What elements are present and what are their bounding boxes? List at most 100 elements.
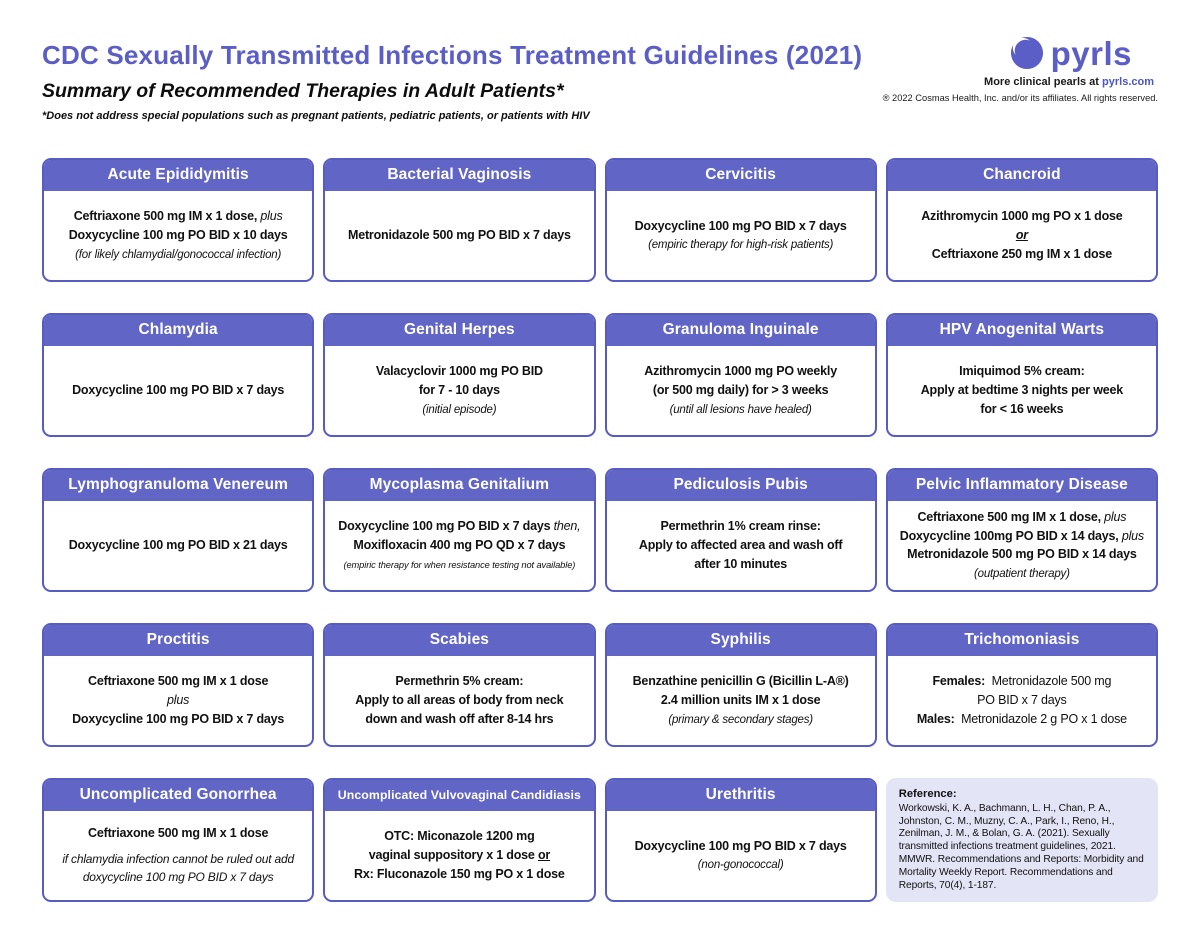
treatment-line: (until all lesions have healed) [670, 400, 812, 419]
treatment-line: Permethrin 5% cream: [395, 672, 523, 691]
card-hpv-anogenital-warts: HPV Anogenital Warts Imiquimod 5% cream:… [885, 313, 1158, 437]
treatment-line: Permethrin 1% cream rinse: [661, 517, 821, 536]
treatment-text: Ceftriaxone 500 mg IM x 1 dose, [73, 209, 258, 224]
card-lymphogranuloma-venereum: Lymphogranuloma Venereum Doxycycline 100… [42, 468, 315, 592]
treatment-line: after 10 minutes [694, 555, 787, 574]
treatment-text: down and wash off after 8-14 hrs [365, 711, 554, 726]
treatment-text: Rx: [354, 866, 374, 881]
treatment-line: Apply to all areas of body from neck [355, 691, 563, 710]
treatment-text: Valacyclovir 1000 mg PO BID [375, 364, 543, 379]
treatment-line: Doxycycline 100 mg PO BID x 10 days [69, 226, 288, 245]
card-title: Mycoplasma Genitalium [325, 470, 594, 501]
treatment-text: Apply to affected area and wash off [638, 538, 843, 553]
card-body: OTC: Miconazole 1200 mg vaginal supposito… [325, 811, 593, 900]
card-body: Azithromycin 1000 mg PO weekly (or 500 mg… [607, 346, 875, 435]
treatment-line: (non-gonococcal) [698, 855, 784, 874]
reference-label: Reference: [898, 788, 957, 800]
treatment-text: Permethrin 1% cream rinse: [660, 519, 821, 534]
card-title: Syphilis [606, 625, 875, 656]
treatment-text: Metronidazole 500 mg [985, 674, 1112, 689]
card-body: Permethrin 1% cream rinse: Apply to affec… [607, 501, 875, 590]
treatment-text: doxycycline 100 mg PO BID x 7 days [82, 870, 274, 885]
treatment-text: Doxycycline 100 mg PO BID x 7 days [634, 218, 847, 233]
treatment-line: vaginal suppository x 1 dose or [368, 846, 551, 865]
treatment-text: Metronidazole 500 mg PO BID x 7 days [348, 228, 571, 243]
pyrls-com-link[interactable]: pyrls.com [1102, 76, 1154, 88]
treatment-text: Benzathine penicillin G (Bicillin L-A®) [632, 674, 849, 689]
card-body: Doxycycline 100 mg PO BID x 21 days [44, 501, 312, 590]
treatment-text: Doxycycline 100 mg PO BID x 7 days [634, 838, 847, 853]
card-trichomoniasis: Trichomoniasis Females: Metronidazole 50… [885, 623, 1158, 747]
treatment-line: for < 16 weeks [980, 400, 1063, 419]
treatment-text: Metronidazole 500 mg PO BID x 14 days [907, 547, 1137, 562]
brand-block: pyrls More clinical pearls at pyrls.com … [873, 34, 1158, 104]
treatment-line: (primary & secondary stages) [668, 710, 813, 729]
treatment-text: (until all lesions have healed) [669, 403, 812, 416]
treatment-line: Imiquimod 5% cream: [959, 362, 1085, 381]
treatment-text: vaginal suppository x 1 dose [368, 848, 538, 863]
treatment-line: (initial episode) [422, 400, 496, 419]
treatment-line: Azithromycin 1000 mg PO weekly [644, 362, 837, 381]
card-title: Uncomplicated Gonorrhea [44, 780, 313, 811]
card-acute-epididymitis: Acute Epididymitis Ceftriaxone 500 mg IM… [42, 158, 315, 282]
treatment-text: plus [1100, 509, 1127, 524]
treatment-line: Doxycycline 100 mg PO BID x 7 days then, [338, 517, 580, 536]
treatment-text: Apply to all areas of body from neck [355, 693, 564, 708]
treatment-line: (outpatient therapy) [974, 564, 1070, 583]
card-genital-herpes: Genital Herpes Valacyclovir 1000 mg PO B… [323, 313, 596, 437]
treatment-line: Doxycycline 100mg PO BID x 14 days, plus [900, 527, 1144, 546]
card-title: Chancroid [887, 160, 1156, 191]
treatment-text: Doxycycline 100 mg PO BID x 10 days [68, 227, 288, 242]
card-body: Ceftriaxone 500 mg IM x 1 dose, plus Doxy… [44, 191, 312, 280]
treatment-text: Fluconazole 150 mg PO x 1 dose [373, 866, 565, 881]
treatment-text: or [537, 848, 551, 863]
treatment-line: down and wash off after 8-14 hrs [365, 710, 553, 729]
card-pediculosis-pubis: Pediculosis Pubis Permethrin 1% cream ri… [604, 468, 877, 592]
treatment-line: Females: Metronidazole 500 mg [932, 672, 1111, 691]
treatment-line: Azithromycin 1000 mg PO x 1 dose [921, 207, 1123, 226]
card-uncomplicated-gonorrhea: Uncomplicated Gonorrhea Ceftriaxone 500 … [42, 778, 315, 902]
treatment-line: Doxycycline 100 mg PO BID x 7 days [635, 217, 847, 236]
treatment-text: after 10 minutes [694, 556, 787, 571]
treatment-line: Doxycycline 100 mg PO BID x 7 days [72, 710, 284, 729]
treatment-line: (or 500 mg daily) for > 3 weeks [653, 381, 829, 400]
card-body: Doxycycline 100 mg PO BID x 7 days (non-g… [607, 811, 875, 900]
treatment-text: OTC: [384, 829, 414, 844]
treatment-text: plus [167, 693, 190, 708]
treatment-text: Moxifloxacin 400 mg PO QD x 7 days [353, 538, 566, 553]
treatment-line: (for likely chlamydial/gonococcal infect… [75, 245, 281, 264]
treatment-text: then, [550, 519, 581, 534]
treatment-line: Ceftriaxone 500 mg IM x 1 dose [88, 672, 268, 691]
treatment-text: PO BID x 7 days [977, 693, 1067, 708]
treatment-text: for < 16 weeks [980, 401, 1064, 416]
card-title: Scabies [325, 625, 594, 656]
card-body: Permethrin 5% cream: Apply to all areas o… [325, 656, 593, 745]
card-title: Lymphogranuloma Venereum [44, 470, 313, 501]
treatment-line: Males: Metronidazole 2 g PO x 1 dose [917, 710, 1127, 729]
treatment-text: Doxycycline 100 mg PO BID x 21 days [68, 538, 288, 553]
treatment-text: (empiric therapy for when resistance tes… [343, 559, 576, 570]
treatment-line: doxycycline 100 mg PO BID x 7 days [83, 868, 274, 887]
card-uncomplicated-vulvovaginal-candidiasis: Uncomplicated Vulvovaginal Candidiasis O… [323, 778, 596, 902]
treatment-line: Doxycycline 100 mg PO BID x 21 days [69, 536, 288, 555]
treatment-line: (empiric therapy for high-risk patients) [648, 235, 833, 254]
treatment-line: Rx: Fluconazole 150 mg PO x 1 dose [354, 865, 565, 884]
treatment-line: Doxycycline 100 mg PO BID x 7 days [72, 381, 284, 400]
page-title: CDC Sexually Transmitted Infections Trea… [42, 40, 863, 70]
card-title: HPV Anogenital Warts [887, 315, 1156, 346]
card-title: Acute Epididymitis [44, 160, 313, 191]
card-title: Proctitis [44, 625, 313, 656]
treatment-line: Ceftriaxone 500 mg IM x 1 dose, plus [74, 207, 283, 226]
card-body: Ceftriaxone 500 mg IM x 1 dose plus Doxycy… [44, 656, 312, 745]
treatment-cards-grid: Acute Epididymitis Ceftriaxone 500 mg IM… [42, 158, 1158, 902]
card-mycoplasma-genitalium: Mycoplasma Genitalium Doxycycline 100 mg… [323, 468, 596, 592]
card-bacterial-vaginosis: Bacterial Vaginosis Metronidazole 500 mg… [323, 158, 596, 282]
treatment-text: Permethrin 5% cream: [395, 674, 524, 689]
treatment-text: Imiquimod 5% cream: [959, 364, 1085, 379]
card-body: Doxycycline 100 mg PO BID x 7 days then,… [325, 501, 593, 590]
card-title: Granuloma Inguinale [606, 315, 875, 346]
card-body: Ceftriaxone 500 mg IM x 1 dose, plus Doxy… [888, 501, 1156, 590]
treatment-line: Apply at bedtime 3 nights per week [921, 381, 1123, 400]
card-body: Doxycycline 100 mg PO BID x 7 days [44, 346, 312, 435]
treatment-text: Azithromycin 1000 mg PO weekly [644, 364, 837, 379]
